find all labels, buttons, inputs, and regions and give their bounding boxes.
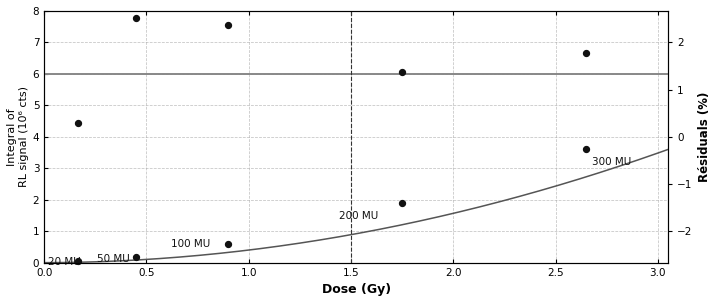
Point (223, 23, 234, 28)
Text: 300 MU: 300 MU (592, 157, 632, 167)
Point (581, 51, 592, 56)
Point (396, 201, 408, 205)
Y-axis label: Résiduals (%): Résiduals (%) (698, 92, 711, 182)
Text: 100 MU: 100 MU (171, 239, 210, 249)
Point (223, 241, 234, 246)
Text: 50 MU: 50 MU (98, 254, 130, 264)
Y-axis label: Integral of
RL signal (10⁶ cts): Integral of RL signal (10⁶ cts) (7, 86, 29, 187)
Point (73, 120, 84, 125)
Point (131, 15, 142, 20)
Text: 20 MU: 20 MU (48, 257, 81, 267)
Text: 200 MU: 200 MU (339, 211, 378, 221)
Point (396, 70, 408, 75)
X-axis label: Dose (Gy): Dose (Gy) (322, 283, 391, 296)
Point (131, 255, 142, 259)
Point (581, 147, 592, 152)
Point (73, 259, 84, 264)
